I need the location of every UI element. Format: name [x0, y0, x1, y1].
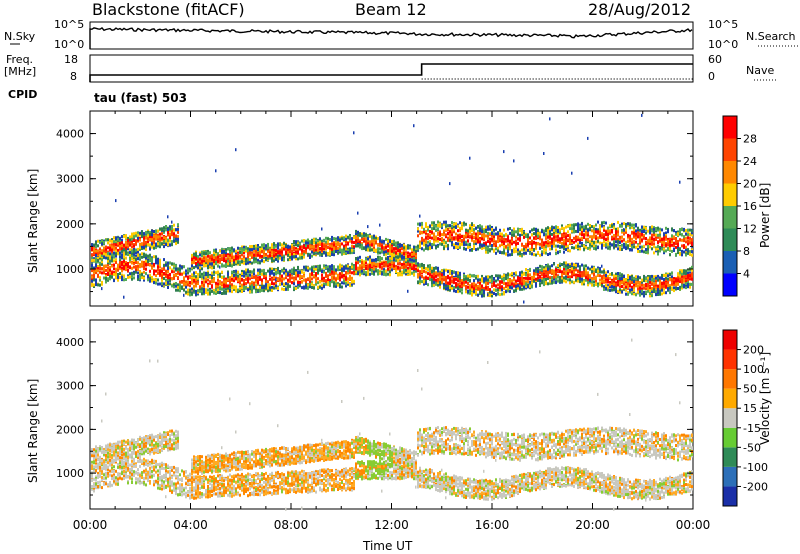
vel-colorbar-frame [722, 329, 738, 507]
freq-trace-line [89, 63, 693, 82]
power-colorbar-tick-label-2: 20 [743, 178, 757, 191]
x-tick-label-3: 12:00 [374, 518, 409, 532]
power-ytick-label-0: 4000 [56, 128, 84, 141]
vel-colorbar-seg-6 [723, 369, 737, 389]
freq-tick-bottom: 8 [70, 70, 77, 83]
nave-tick-top: 60 [708, 53, 722, 66]
power-colorbar-tick-label-4: 12 [743, 223, 757, 236]
power-colorbar-tick-label-3: 16 [743, 200, 757, 213]
x-tick-label-2: 08:00 [274, 518, 309, 532]
cpid-label: CPID [8, 88, 38, 101]
nsearch-label: N.Search [746, 30, 796, 43]
nave-tick-bottom: 0 [708, 70, 715, 83]
vel-colorbar-seg-5 [723, 388, 737, 409]
power-colorbar-seg-7 [723, 116, 737, 139]
nsky-label: N.Sky [4, 30, 36, 43]
beam-title: Beam 12 [355, 0, 427, 19]
power-ytick-label-1: 3000 [56, 173, 84, 186]
freq-tick-top: 18 [64, 53, 78, 66]
vel-colorbar-tick-label-2: 50 [743, 383, 757, 396]
vel-data-cells [91, 338, 693, 511]
x-tick-label-5: 20:00 [575, 518, 610, 532]
vel-colorbar-seg-3 [723, 427, 737, 448]
x-axis-label: Time UT [363, 539, 413, 553]
power-colorbar-seg-4 [723, 183, 737, 206]
freq-label: Freq. [6, 53, 34, 66]
power-colorbar-seg-5 [723, 161, 737, 184]
freq-unit-label: [MHz] [4, 65, 37, 78]
vel-colorbar-tick-label-3: 15 [743, 402, 757, 415]
vel-colorbar-seg-0 [723, 486, 737, 506]
vel-ytick-label-1: 3000 [56, 380, 84, 393]
vel-ytick-label-3: 1000 [56, 467, 84, 480]
cpid-value: tau (fast) 503 [94, 91, 187, 105]
date-title: 28/Aug/2012 [588, 0, 692, 19]
vel-ytick-label-0: 4000 [56, 336, 84, 349]
power-colorbar-seg-6 [723, 138, 737, 161]
power-colorbar-tick-label-1: 24 [743, 155, 757, 168]
vel-colorbar-seg-2 [723, 447, 737, 467]
power-colorbar-tick-label-6: 4 [743, 268, 750, 281]
x-tick-label-6: 00:00 [676, 518, 711, 532]
vel-colorbar-tick-label-5: -50 [743, 441, 761, 454]
power-colorbar-tick-label-0: 28 [743, 133, 757, 146]
power-colorbar-seg-2 [723, 228, 737, 251]
noise-tick-bottom-left: 10^0 [54, 38, 85, 51]
power-colorbar-seg-1 [723, 251, 737, 274]
power-colorbar-tick-label-5: 8 [743, 245, 750, 258]
noise-tick-top-right: 10^5 [708, 18, 739, 31]
freq-panel-frame [89, 54, 694, 83]
vel-colorbar-tick-label-7: -200 [743, 480, 768, 493]
vel-colorbar-tick-label-4: -15 [743, 422, 761, 435]
vel-ytick-label-2: 2000 [56, 423, 84, 436]
power-colorbar-seg-3 [723, 206, 737, 229]
power-data-cells [91, 113, 693, 304]
x-tick-label-0: 00:00 [73, 518, 108, 532]
vel-colorbar-tick-label-1: 100 [743, 363, 764, 376]
noise-tick-top-left: 10^5 [54, 18, 85, 31]
power-ytick-label-3: 1000 [56, 263, 84, 276]
vel-colorbar-seg-4 [723, 408, 737, 428]
vel-colorbar-seg-8 [723, 330, 737, 350]
vel-colorbar-seg-1 [723, 466, 737, 487]
x-tick-label-4: 16:00 [475, 518, 510, 532]
nave-label: Nave [746, 64, 775, 77]
noise-tick-bottom-right: 10^0 [708, 38, 739, 51]
vel-colorbar-tick-label-6: -100 [743, 461, 768, 474]
x-tick-label-1: 04:00 [173, 518, 208, 532]
vel-colorbar-tick-label-0: 200 [743, 344, 764, 357]
power-colorbar-seg-0 [723, 273, 737, 296]
vel-colorbar-seg-7 [723, 349, 737, 370]
radar-title: Blackstone (fitACF) [92, 0, 245, 19]
power-ytick-label-2: 2000 [56, 218, 84, 231]
noise-trace-line [89, 26, 693, 49]
